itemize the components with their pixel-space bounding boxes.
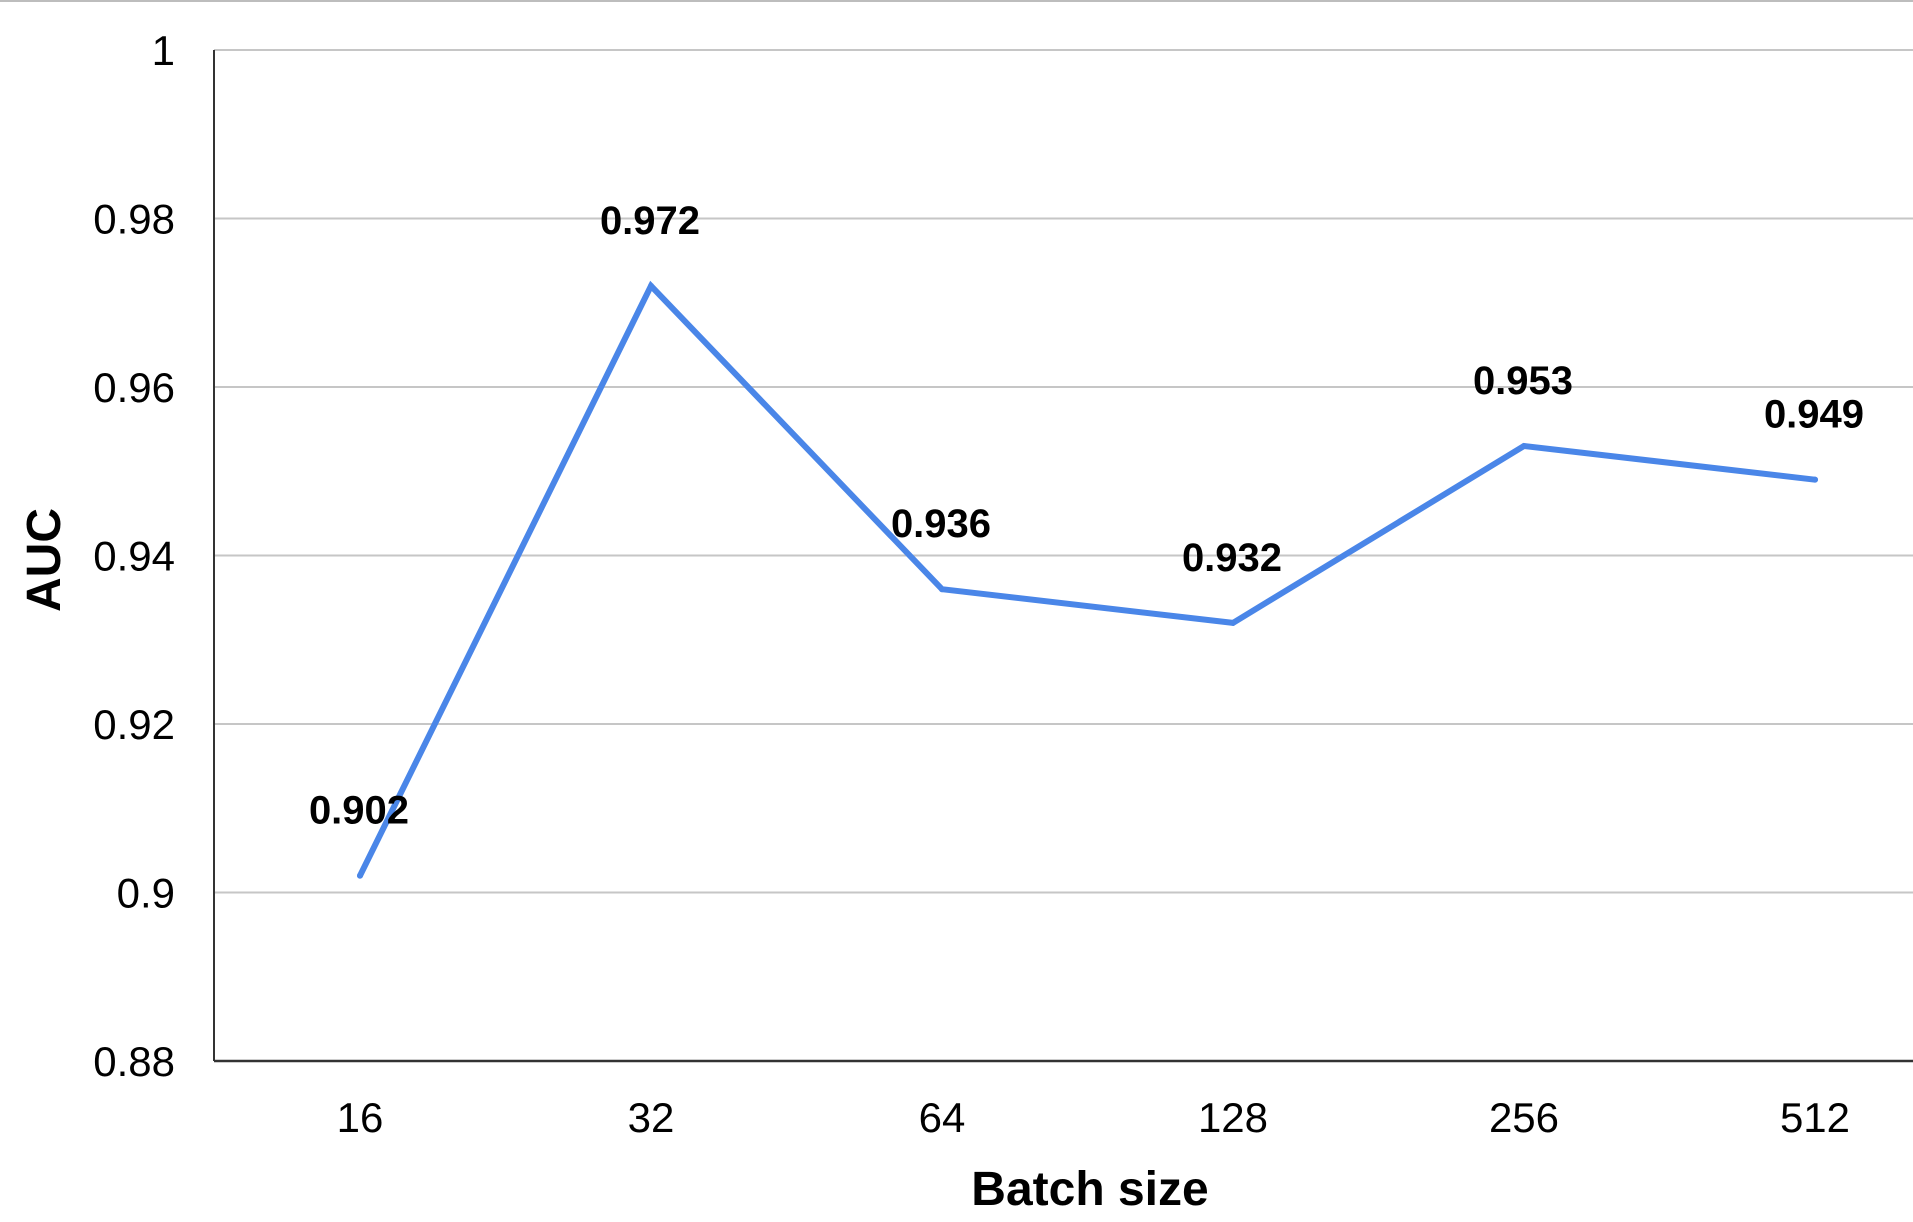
x-tick-label: 512 [1780, 1094, 1850, 1141]
y-tick-label: 1 [152, 27, 175, 74]
x-tick-label: 16 [337, 1094, 384, 1141]
data-point [648, 282, 654, 289]
y-tick-label: 0.98 [93, 196, 175, 243]
y-tick-label: 0.88 [93, 1038, 175, 1085]
data-label: 0.949 [1764, 393, 1864, 437]
gridlines [214, 49, 1913, 894]
data-point [357, 872, 363, 879]
y-tick-label: 0.96 [93, 364, 175, 411]
y-tick-label: 0.94 [93, 533, 175, 580]
series-line [357, 280, 1818, 879]
y-axis-ticks: 0.88 0.9 0.92 0.94 0.96 0.98 1 [93, 27, 175, 1085]
data-point [939, 586, 945, 593]
x-tick-label: 256 [1489, 1094, 1559, 1141]
data-point [1521, 442, 1527, 449]
data-label: 0.902 [309, 789, 409, 833]
series [357, 280, 1818, 879]
x-axis-title: Batch size [971, 1163, 1208, 1216]
data-label: 0.953 [1473, 359, 1573, 403]
x-tick-label: 64 [919, 1094, 966, 1141]
data-label: 0.932 [1182, 536, 1282, 580]
data-point [1812, 476, 1818, 483]
data-label: 0.972 [600, 199, 700, 243]
data-point [1230, 619, 1236, 626]
y-axis-title: AUC [18, 508, 71, 612]
y-tick-label: 0.92 [93, 701, 175, 748]
axes [213, 50, 1913, 1063]
data-labels: 0.902 0.972 0.936 0.932 0.953 0.949 [309, 199, 1864, 833]
x-tick-label: 128 [1198, 1094, 1268, 1141]
x-axis-ticks: 16 32 64 128 256 512 [337, 1094, 1850, 1141]
data-label: 0.936 [891, 502, 991, 546]
y-tick-label: 0.9 [117, 870, 175, 917]
x-tick-label: 32 [628, 1094, 675, 1141]
